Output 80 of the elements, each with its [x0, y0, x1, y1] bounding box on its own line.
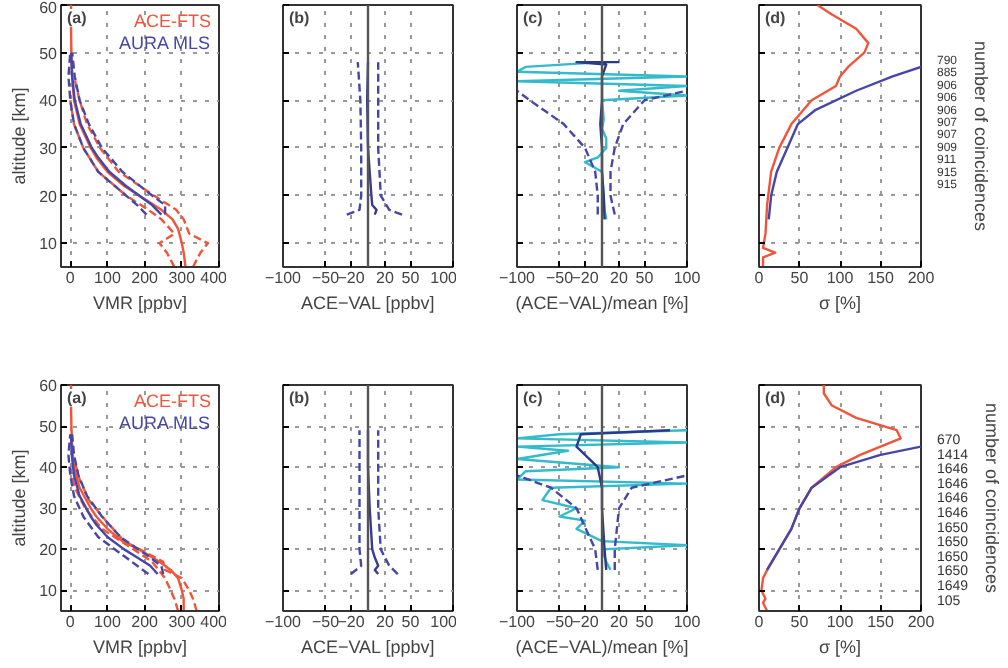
x-tick-label: 200	[131, 269, 160, 287]
annotation: (d)	[765, 389, 787, 407]
y-tick-label: 40	[39, 459, 59, 478]
x-tick-label: 0	[65, 613, 76, 631]
y-tick-label: 20	[39, 541, 59, 560]
x-tick-label: 100	[673, 269, 702, 287]
x-axis-title: VMR [ppbv]	[92, 637, 188, 657]
text: AURA MLS	[118, 413, 211, 433]
y-tick-label: 60	[39, 0, 59, 17]
x-tick-label: −100	[264, 269, 303, 287]
x-tick-label: 200	[907, 613, 936, 631]
x-axis-title: σ [%]	[818, 637, 862, 657]
y-tick-label: 30	[39, 500, 59, 519]
x-tick-label: 100	[826, 269, 855, 287]
x-tick-label: 150	[867, 269, 895, 287]
x-tick-label: −100	[498, 613, 537, 631]
x-tick-label: 300	[168, 613, 197, 631]
x-tick-label: 100	[673, 613, 702, 631]
y-tick-label: 20	[39, 187, 59, 206]
y2-axis-title: number of coincidences	[982, 402, 1003, 595]
annotation: (c)	[523, 389, 544, 407]
annotation: (a)	[67, 389, 88, 407]
x-axis-title: ACE−VAL [ppbv]	[300, 293, 435, 313]
x-tick-label: 50	[401, 613, 421, 631]
annotation: (b)	[289, 9, 311, 27]
x-tick-label: 300	[168, 269, 197, 287]
y-tick-label: 30	[39, 139, 59, 158]
x-tick-label: 150	[867, 613, 895, 631]
x-tick-label: 100	[94, 269, 122, 287]
y-tick-label: 60	[39, 377, 59, 395]
x-tick-label: 50	[635, 269, 655, 287]
y-tick-label: 10	[39, 235, 59, 254]
text: ACE-FTS	[134, 391, 212, 411]
x-tick-label: 100	[430, 613, 459, 631]
y-tick-label: 50	[39, 44, 59, 63]
x-tick-label: 100	[826, 613, 855, 631]
y2-axis-title: number of coincidences	[971, 40, 992, 233]
y-tick-label: 10	[39, 582, 59, 601]
x-tick-label: 50	[401, 269, 421, 287]
x-axis-title: σ [%]	[818, 293, 862, 313]
x-axis-title: (ACE−VAL)/mean [%]	[515, 293, 689, 313]
y-tick-label: 40	[39, 92, 59, 111]
x-axis-title: (ACE−VAL)/mean [%]	[515, 637, 689, 657]
x-tick-label: 0	[65, 269, 76, 287]
x-tick-label: −100	[498, 269, 537, 287]
x-tick-label: −50	[311, 269, 341, 287]
text: ACE-FTS	[134, 11, 212, 31]
x-tick-label: 0	[754, 613, 765, 631]
x-tick-label: −20	[571, 613, 600, 631]
x-axis-title: VMR [ppbv]	[92, 293, 188, 313]
x-tick-label: −20	[337, 269, 366, 287]
x-tick-label: 100	[94, 613, 122, 631]
y-axis-title: altitude [km]	[9, 449, 30, 547]
x-tick-label: 200	[907, 269, 936, 287]
x-tick-label: 20	[610, 613, 629, 631]
x-tick-label: 50	[790, 269, 810, 287]
x-tick-label: −20	[337, 613, 366, 631]
annotation: (d)	[765, 9, 787, 27]
x-tick-label: −100	[264, 613, 303, 631]
x-axis-title: ACE−VAL [ppbv]	[300, 637, 435, 657]
x-tick-label: 20	[610, 269, 629, 287]
y-tick-label: 50	[39, 418, 59, 437]
x-tick-label: 100	[430, 269, 459, 287]
annotation: (c)	[523, 9, 544, 27]
annotation: (a)	[67, 9, 88, 27]
y-axis-title: altitude [km]	[9, 87, 30, 185]
x-tick-label: −50	[311, 613, 341, 631]
x-tick-label: 50	[635, 613, 655, 631]
x-tick-label: 20	[376, 269, 395, 287]
x-tick-label: 0	[754, 269, 765, 287]
x-tick-label: −20	[571, 269, 600, 287]
x-tick-label: 400	[200, 269, 229, 287]
annotation: (b)	[289, 389, 311, 407]
x-tick-label: −50	[545, 613, 575, 631]
x-tick-label: −50	[545, 269, 575, 287]
x-tick-label: 400	[200, 613, 229, 631]
x-tick-label: 200	[131, 613, 160, 631]
x-tick-label: 20	[376, 613, 395, 631]
text: AURA MLS	[118, 33, 211, 53]
x-tick-label: 50	[790, 613, 810, 631]
